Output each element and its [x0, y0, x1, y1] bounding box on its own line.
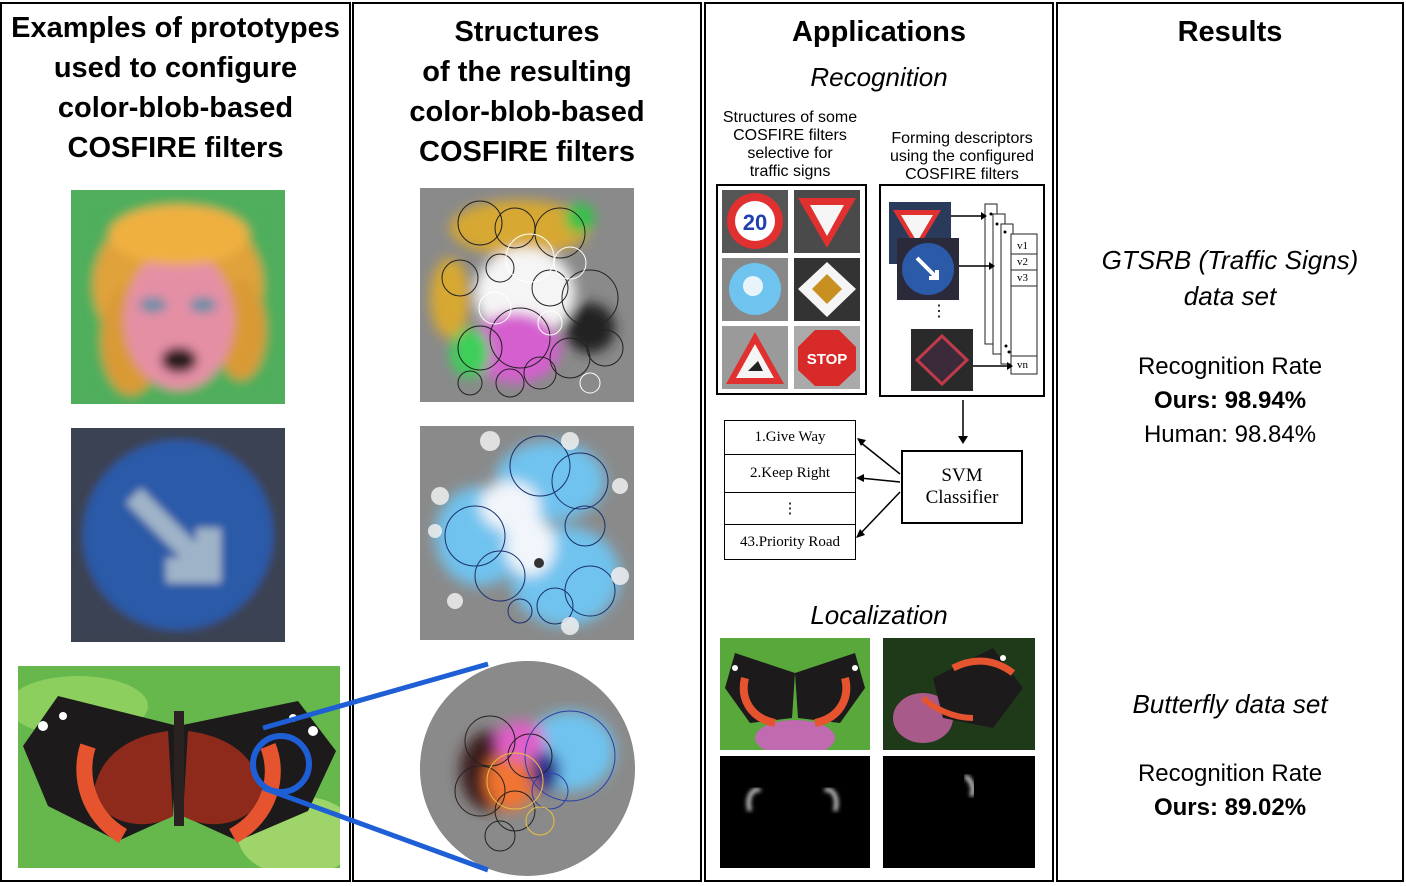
vector-label-v3: v3 — [1017, 272, 1029, 284]
applications-title: Applications — [791, 16, 966, 48]
arrow-descriptors-to-svm — [958, 400, 968, 444]
descriptor-caption-line-3: COSFIRE filters — [905, 166, 1019, 183]
arrows-svm-to-classes — [856, 438, 901, 538]
class-item-ellipsis: ⋮ — [725, 493, 855, 525]
descriptor-caption-line-2: using the configured — [889, 148, 1035, 165]
structures-title-line-1: Structures — [454, 16, 600, 48]
prototypes-title-line-2: used to configure — [53, 52, 298, 84]
sign-stop-text: STOP — [807, 351, 848, 368]
response-map-1 — [720, 756, 870, 868]
gtsrb-dataset-line-2: data set — [1183, 281, 1277, 311]
structures-title: Structures of the resulting color-blob-b… — [354, 12, 700, 172]
descriptor-caption-line-1: Forming descriptors — [891, 130, 1033, 147]
descriptor-forming-box: v1 v2 v3 vn ⋮ — [879, 184, 1045, 397]
svm-label-line-2: Classifier — [925, 487, 999, 508]
gtsrb-metric-label: Recognition Rate — [1137, 353, 1323, 380]
prototype-image-butterfly — [18, 666, 340, 868]
svm-label-line-1: SVM — [941, 465, 983, 486]
descriptor-forming-illustration: v1 v2 v3 vn ⋮ — [881, 186, 1043, 395]
class-item: 2.Keep Right — [725, 455, 855, 493]
prototype-image-face — [71, 190, 285, 404]
face-illustration — [71, 190, 285, 404]
vector-label-v2: v2 — [1017, 256, 1028, 268]
butterfly-photo-1 — [720, 638, 870, 750]
filters-caption-line-3: selective for — [747, 145, 833, 162]
svm-classifier-box: SVM Classifier — [901, 450, 1023, 524]
traffic-sign-filter-grid: 20 STOP — [716, 184, 867, 395]
class-item: 43.Priority Road — [740, 533, 840, 550]
gtsrb-ours-value: Ours: 98.94% — [1153, 387, 1307, 414]
localization-heading: Localization — [810, 600, 948, 630]
filter-structure-butterfly — [420, 661, 635, 876]
recognition-heading: Recognition — [810, 62, 948, 92]
response-map-2 — [883, 756, 1035, 868]
butterfly-dataset-label: Butterfly data set — [1132, 689, 1328, 719]
sign-speed-text: 20 — [743, 210, 767, 235]
prototypes-title: Examples of prototypes used to configure… — [2, 8, 349, 168]
class-item: 1.Give Way — [725, 421, 855, 455]
filters-caption-line-4: traffic signs — [749, 163, 831, 180]
butterfly-results: Recognition Rate Ours: 89.02% — [1058, 757, 1402, 825]
gtsrb-human-value: Human: 98.84% — [1143, 421, 1317, 448]
localization-image-butterfly-2 — [883, 638, 1035, 750]
gtsrb-results: Recognition Rate Ours: 98.94% Human: 98.… — [1058, 350, 1402, 452]
filters-caption-line-1: Structures of some — [722, 109, 858, 126]
structures-title-line-2: of the resulting — [422, 56, 632, 88]
gtsrb-dataset-line-1: GTSRB (Traffic Signs) — [1101, 245, 1359, 275]
column-prototypes: Examples of prototypes used to configure… — [0, 2, 351, 882]
class-list: 1.Give Way 2.Keep Right ⋮ 43.Priority Ro… — [724, 420, 856, 560]
prototypes-title-line-3: color-blob-based — [57, 92, 294, 124]
descriptor-caption: Forming descriptors using the configured… — [878, 130, 1046, 184]
descriptor-ellipsis: ⋮ — [931, 303, 947, 320]
butterfly-metric-label: Recognition Rate — [1137, 760, 1323, 787]
column-applications: Applications Recognition Structures of s… — [704, 2, 1054, 882]
structures-title-line-3: color-blob-based — [409, 96, 645, 128]
filter-structure-face — [420, 188, 634, 402]
localization-response-map-2 — [883, 756, 1035, 868]
sign-filter-illustration — [420, 426, 634, 640]
filters-caption-line-2: COSFIRE filters — [733, 127, 847, 144]
butterfly-photo-2 — [883, 638, 1035, 750]
localization-image-butterfly-1 — [720, 638, 870, 750]
column-results: Results GTSRB (Traffic Signs) data set R… — [1056, 2, 1404, 882]
prototypes-title-line-4: COSFIRE filters — [67, 132, 284, 164]
gtsrb-dataset-label: GTSRB (Traffic Signs) data set — [1058, 242, 1402, 314]
vector-label-vn: vn — [1017, 359, 1029, 371]
traffic-sign-thumbnails: 20 STOP — [718, 186, 865, 393]
butterfly-illustration — [18, 666, 340, 868]
prototypes-title-line-1: Examples of prototypes — [11, 12, 340, 44]
butterfly-ours-value: Ours: 89.02% — [1153, 794, 1307, 821]
keep-right-sign-illustration — [71, 428, 285, 642]
face-filter-illustration — [420, 188, 634, 402]
localization-response-map-1 — [720, 756, 870, 868]
prototype-image-keep-right-sign — [71, 428, 285, 642]
butterfly-filter-illustration — [420, 661, 634, 875]
structures-title-line-4: COSFIRE filters — [419, 136, 635, 168]
vector-label-v1: v1 — [1017, 240, 1028, 252]
filters-caption: Structures of some COSFIRE filters selec… — [710, 109, 870, 181]
filter-structure-sign — [420, 426, 634, 640]
column-structures: Structures of the resulting color-blob-b… — [352, 2, 702, 882]
results-title: Results — [1177, 16, 1283, 48]
